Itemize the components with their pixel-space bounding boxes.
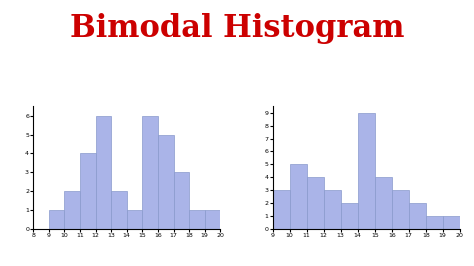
Bar — [64, 191, 80, 229]
Bar — [392, 190, 409, 229]
Bar — [142, 116, 158, 229]
Bar — [80, 153, 96, 229]
Bar — [111, 191, 127, 229]
Bar — [173, 172, 189, 229]
Bar — [443, 216, 460, 229]
Bar — [324, 190, 341, 229]
Bar — [49, 210, 64, 229]
Bar — [189, 210, 205, 229]
Bar — [426, 216, 443, 229]
Bar — [205, 210, 220, 229]
Bar — [375, 177, 392, 229]
Bar — [273, 190, 290, 229]
Bar — [307, 177, 324, 229]
Bar — [127, 210, 142, 229]
Bar — [96, 116, 111, 229]
Bar — [358, 113, 375, 229]
Bar — [158, 135, 173, 229]
Bar — [341, 203, 358, 229]
Text: Bimodal Histogram: Bimodal Histogram — [70, 13, 404, 44]
Bar — [409, 203, 426, 229]
Bar — [290, 164, 307, 229]
